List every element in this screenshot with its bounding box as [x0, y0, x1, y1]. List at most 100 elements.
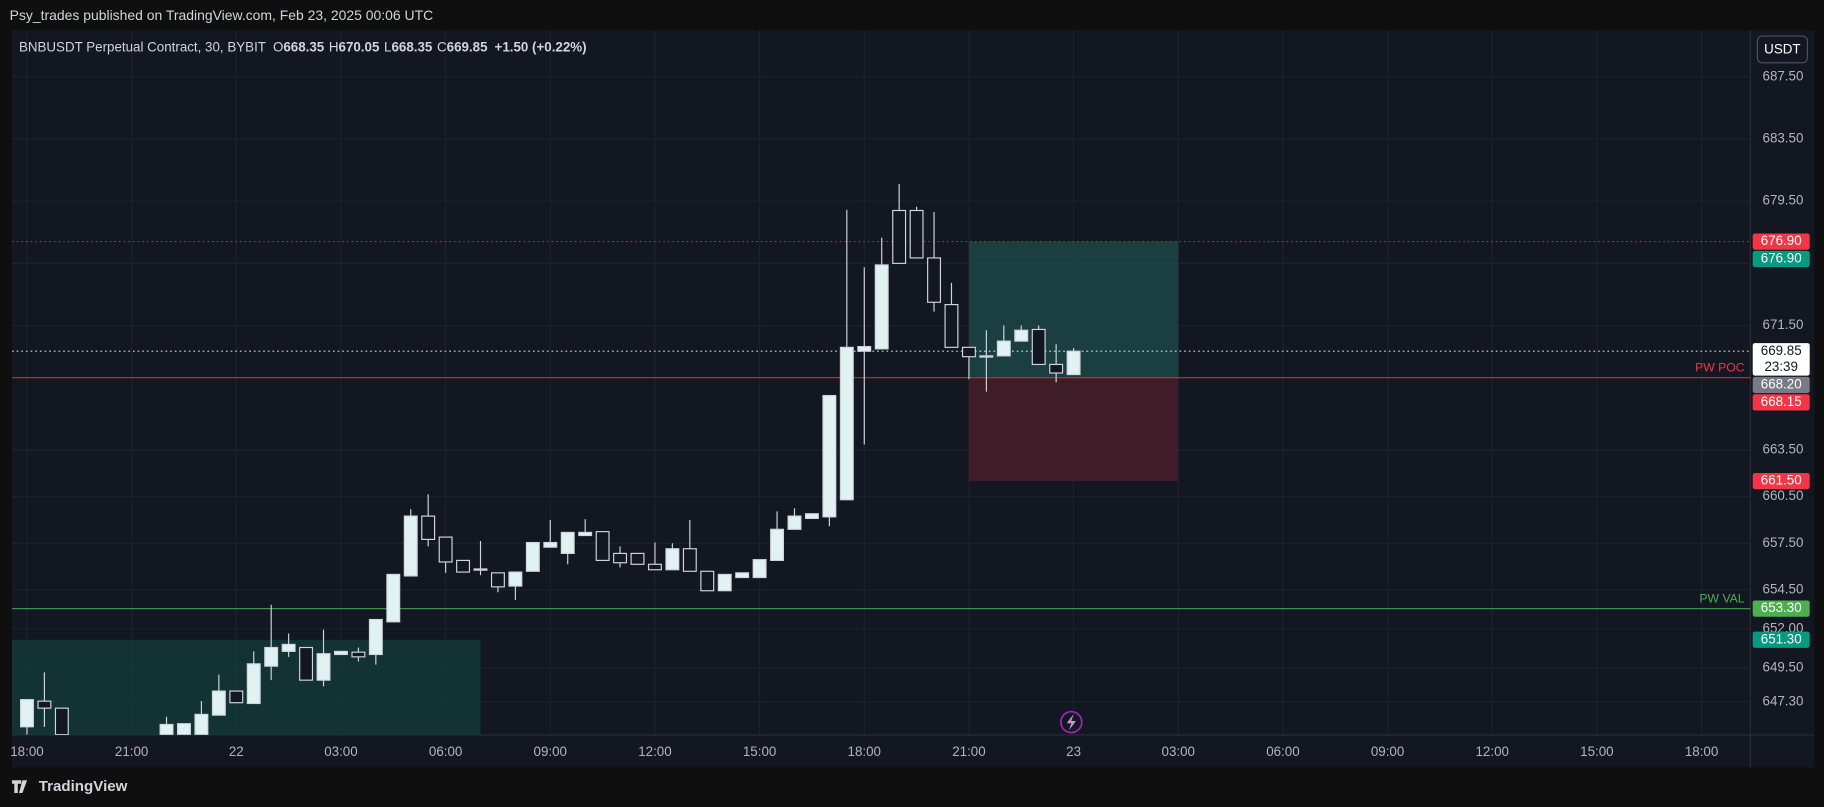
x-tick-label: 06:00	[1266, 744, 1299, 759]
price-tag	[1752, 394, 1810, 411]
lightning-icon[interactable]	[1059, 710, 1083, 734]
countdown: 23:39	[1764, 359, 1797, 374]
price-tag	[1752, 376, 1810, 394]
candle-body	[927, 257, 942, 303]
publish-header: Psy_trades published on TradingView.com,…	[10, 7, 434, 23]
candle-body	[717, 573, 732, 592]
candle-body	[438, 536, 453, 563]
x-tick-label: 09:00	[1371, 744, 1404, 759]
x-tick-label: 15:00	[743, 744, 776, 759]
candle-body	[822, 394, 837, 518]
x-tick-label: 03:00	[1162, 744, 1195, 759]
y-tick-label: 647.30	[1763, 693, 1804, 708]
ohlc-value: 668.35	[391, 39, 432, 54]
candle-body	[37, 700, 52, 709]
candle-body	[525, 541, 540, 572]
x-tick-label: 18:00	[10, 744, 43, 759]
candle-body	[961, 346, 976, 358]
tradingview-logo	[11, 780, 28, 794]
price-tag	[1752, 250, 1810, 268]
candles	[19, 184, 1081, 735]
price-tag-label: 676.90	[1761, 251, 1802, 266]
candle-body	[770, 528, 785, 561]
price-tag-label: 653.30	[1761, 600, 1802, 615]
candle-body	[595, 531, 610, 561]
candle-body	[508, 571, 523, 587]
y-tick-label: 649.50	[1763, 659, 1804, 674]
currency-button[interactable]	[1756, 35, 1808, 64]
ohlc-key: L	[384, 39, 391, 54]
y-tick-label: 687.50	[1763, 68, 1804, 83]
ohlc-value: 668.35	[283, 39, 324, 54]
candle-body	[909, 209, 924, 259]
candle-body	[839, 346, 854, 501]
candle-body	[944, 303, 959, 348]
candle-body	[665, 548, 680, 571]
candle-body	[246, 663, 261, 705]
y-tick-label: 663.50	[1763, 442, 1804, 457]
position-box	[968, 376, 1179, 482]
y-tick-label: 654.50	[1763, 581, 1804, 596]
x-tick-label: 12:00	[1476, 744, 1509, 759]
candle-body	[560, 531, 575, 554]
level-name: PW VAL	[1699, 592, 1744, 606]
ohlc-key: H	[329, 39, 339, 54]
x-tick-label: 06:00	[429, 744, 462, 759]
x-tick-label: 22	[229, 744, 244, 759]
candle-body	[1049, 363, 1064, 374]
candle-body	[700, 570, 715, 592]
candle-body	[299, 646, 314, 681]
price-tag-label: 661.50	[1761, 473, 1802, 488]
chart-legend: BNBUSDT Perpetual Contract, 30, BYBIT O66…	[19, 39, 587, 54]
ohlc-value: 670.05	[339, 39, 380, 54]
candle-body	[54, 707, 69, 735]
candle-body	[752, 559, 767, 579]
x-tick-label: 09:00	[534, 744, 567, 759]
candle-body	[578, 531, 593, 537]
candle-body	[333, 650, 348, 656]
price-tag	[1752, 472, 1810, 490]
price-tag	[1752, 600, 1810, 617]
price-tag-label: 668.15	[1761, 394, 1802, 409]
candle-body	[630, 552, 645, 565]
lightning-bolt	[1066, 713, 1076, 731]
candle-body	[874, 264, 889, 350]
candle-body	[490, 572, 505, 588]
price-tag-label: 669.85	[1761, 343, 1802, 358]
level-name: PW POC	[1695, 361, 1745, 375]
ohlc-key: O	[273, 39, 283, 54]
ohlc-key: C	[437, 39, 447, 54]
candle-body	[613, 552, 628, 564]
price-tag-label: 676.90	[1761, 233, 1802, 248]
x-tick-label: 18:00	[1685, 744, 1718, 759]
y-tick-label: 679.50	[1763, 193, 1804, 208]
candle-body	[421, 515, 436, 540]
candle-body	[735, 572, 750, 579]
price-tag	[1752, 343, 1810, 376]
x-tick-label: 15:00	[1580, 744, 1613, 759]
candle-body	[229, 690, 244, 704]
candle-body	[1014, 329, 1029, 342]
y-tick-label: 671.50	[1763, 317, 1804, 332]
candle-body	[194, 713, 209, 735]
candle-body	[456, 559, 471, 573]
candle-body	[316, 653, 331, 681]
candle-body	[403, 515, 418, 577]
candle-body	[647, 563, 662, 571]
candle-body	[386, 573, 401, 623]
candle-body	[979, 355, 994, 358]
symbol: BNBUSDT Perpetual Contract, 30, BYBIT	[19, 39, 266, 54]
candle-body	[159, 723, 174, 735]
candle-body	[19, 699, 34, 728]
candle-body	[264, 646, 279, 667]
change: +1.50 (+0.22%)	[495, 39, 587, 54]
candle-body	[176, 723, 191, 735]
candle-body	[368, 618, 383, 656]
x-tick-label: 18:00	[848, 744, 881, 759]
currency-label[interactable]: USDT	[1764, 42, 1800, 57]
x-tick-label: 12:00	[638, 744, 671, 759]
price-tag-label: 668.20	[1761, 376, 1802, 391]
price-tag	[1752, 631, 1810, 648]
candle-body	[1031, 328, 1046, 366]
